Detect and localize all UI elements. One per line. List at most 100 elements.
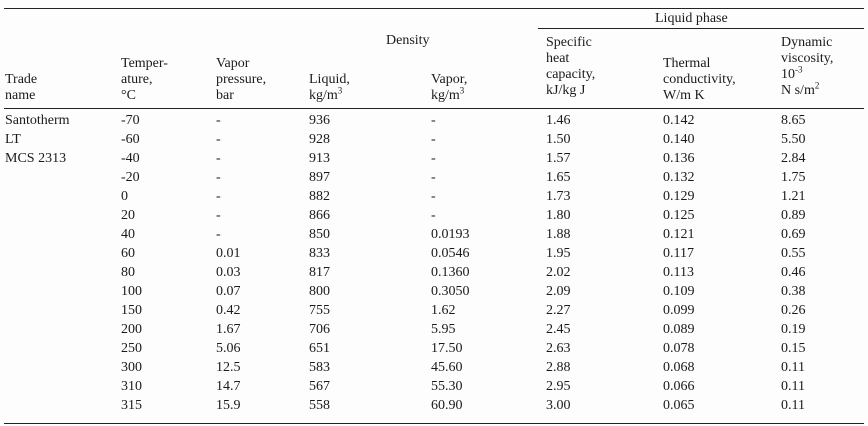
vapor-density-cell: - [431, 113, 436, 128]
table-row: 0 - 882 - 1.73 0.129 1.21 [0, 189, 868, 205]
table-row: -20 - 897 - 1.65 0.132 1.75 [0, 170, 868, 186]
thermal-conductivity-cell: 0.129 [663, 189, 695, 204]
specific-heat-cell: 2.63 [546, 341, 571, 356]
temperature-cell: 310 [121, 379, 142, 394]
specific-heat-cell: 1.65 [546, 170, 571, 185]
thermal-conductivity-cell: 0.117 [663, 246, 694, 261]
table-row: 80 0.03 817 0.1360 2.02 0.113 0.46 [0, 265, 868, 281]
vapor-pressure-header: Vapor pressure, bar [216, 56, 267, 103]
table-row: 20 - 866 - 1.80 0.125 0.89 [0, 208, 868, 224]
table-row: 100 0.07 800 0.3050 2.09 0.109 0.38 [0, 284, 868, 300]
dynamic-viscosity-cell: 1.75 [781, 170, 806, 185]
trade-name-header: Trade name [5, 72, 38, 103]
thermal-conductivity-cell: 0.068 [663, 360, 695, 375]
liquid-density-cell: 897 [309, 170, 330, 185]
thermal-conductivity-cell: 0.142 [663, 113, 695, 128]
thermal-conductivity-header: Thermal conductivity, W/m K [663, 56, 736, 103]
liquid-density-cell: 866 [309, 208, 330, 223]
liquid-density-cell: 800 [309, 284, 330, 299]
vapor-density-cell: - [431, 132, 436, 147]
dynamic-viscosity-cell: 0.15 [781, 341, 806, 356]
liquid-density-cell: 651 [309, 341, 330, 356]
vapor-density-cell: 0.0546 [431, 246, 470, 261]
density-heading: Density [386, 33, 430, 48]
vapor-pressure-cell: 0.03 [216, 265, 241, 280]
temperature-cell: 200 [121, 322, 142, 337]
vapor-pressure-cell: - [216, 189, 221, 204]
vapor-pressure-cell: - [216, 208, 221, 223]
specific-heat-cell: 1.46 [546, 113, 571, 128]
table-row: 310 14.7 567 55.30 2.95 0.066 0.11 [0, 379, 868, 395]
temperature-cell: 150 [121, 303, 142, 318]
temperature-cell: 80 [121, 265, 135, 280]
vapor-density-cell: 55.30 [431, 379, 463, 394]
temperature-cell: 0 [121, 189, 128, 204]
dynamic-viscosity-cell: 0.11 [781, 379, 805, 394]
liquid-density-cell: 755 [309, 303, 330, 318]
temperature-cell: 300 [121, 360, 142, 375]
dynamic-viscosity-cell: 0.38 [781, 284, 806, 299]
vapor-density-cell: - [431, 151, 436, 166]
vapor-pressure-cell: 0.07 [216, 284, 241, 299]
liquid-density-cell: 583 [309, 360, 330, 375]
dynamic-viscosity-cell: 2.84 [781, 151, 806, 166]
specific-heat-cell: 2.02 [546, 265, 571, 280]
thermal-conductivity-cell: 0.113 [663, 265, 694, 280]
specific-heat-cell: 1.88 [546, 227, 571, 242]
vapor-density-cell: 0.3050 [431, 284, 470, 299]
thermal-conductivity-cell: 0.089 [663, 322, 695, 337]
specific-heat-cell: 2.45 [546, 322, 571, 337]
table-row: 300 12.5 583 45.60 2.88 0.068 0.11 [0, 360, 868, 376]
vapor-density-cell: 45.60 [431, 360, 463, 375]
vapor-pressure-cell: 12.5 [216, 360, 241, 375]
liquid-density-cell: 558 [309, 398, 330, 413]
dynamic-viscosity-cell: 0.69 [781, 227, 806, 242]
liquid-density-cell: 936 [309, 113, 330, 128]
specific-heat-cell: 2.95 [546, 379, 571, 394]
thermal-conductivity-cell: 0.109 [663, 284, 695, 299]
thermal-conductivity-cell: 0.065 [663, 398, 695, 413]
dynamic-viscosity-cell: 0.26 [781, 303, 806, 318]
liquid-density-cell: 706 [309, 322, 330, 337]
liquid-density-cell: 882 [309, 189, 330, 204]
specific-heat-header: Specific heat capacity, kJ/kg J [546, 35, 596, 98]
dynamic-viscosity-cell: 0.89 [781, 208, 806, 223]
thermal-conductivity-cell: 0.125 [663, 208, 695, 223]
temperature-cell: 100 [121, 284, 142, 299]
header-rule [4, 108, 864, 109]
thermal-conductivity-cell: 0.132 [663, 170, 695, 185]
liquid-density-cell: 567 [309, 379, 330, 394]
bottom-rule [4, 423, 864, 424]
table-row: 40 - 850 0.0193 1.88 0.121 0.69 [0, 227, 868, 243]
dynamic-viscosity-cell: 0.19 [781, 322, 806, 337]
table-row: 250 5.06 651 17.50 2.63 0.078 0.15 [0, 341, 868, 357]
vapor-pressure-cell: 0.42 [216, 303, 241, 318]
table-row: 315 15.9 558 60.90 3.00 0.065 0.11 [0, 398, 868, 414]
vapor-pressure-cell: - [216, 132, 221, 147]
temperature-cell: -40 [121, 151, 140, 166]
vapor-density-cell: 1.62 [431, 303, 456, 318]
vapor-pressure-cell: 1.67 [216, 322, 241, 337]
vapor-pressure-cell: - [216, 151, 221, 166]
temperature-cell: -70 [121, 113, 140, 128]
vapor-pressure-cell: - [216, 227, 221, 242]
temperature-cell: 60 [121, 246, 135, 261]
thermal-conductivity-cell: 0.099 [663, 303, 695, 318]
vapor-density-header: Vapor, kg/m3 [431, 72, 468, 103]
liquid-density-cell: 850 [309, 227, 330, 242]
trade-name-cell: MCS 2313 [5, 151, 67, 166]
temperature-cell: 250 [121, 341, 142, 356]
temperature-cell: -20 [121, 170, 140, 185]
liquid-phase-rule [538, 28, 864, 29]
vapor-density-cell: - [431, 170, 436, 185]
dynamic-viscosity-cell: 1.21 [781, 189, 806, 204]
specific-heat-cell: 1.73 [546, 189, 571, 204]
liquid-density-cell: 817 [309, 265, 330, 280]
vapor-pressure-cell: 5.06 [216, 341, 241, 356]
vapor-pressure-cell: 15.9 [216, 398, 241, 413]
table-row: LT -60 - 928 - 1.50 0.140 5.50 [0, 132, 868, 148]
thermal-conductivity-cell: 0.066 [663, 379, 695, 394]
specific-heat-cell: 1.57 [546, 151, 571, 166]
liquid-phase-heading: Liquid phase [655, 11, 728, 26]
